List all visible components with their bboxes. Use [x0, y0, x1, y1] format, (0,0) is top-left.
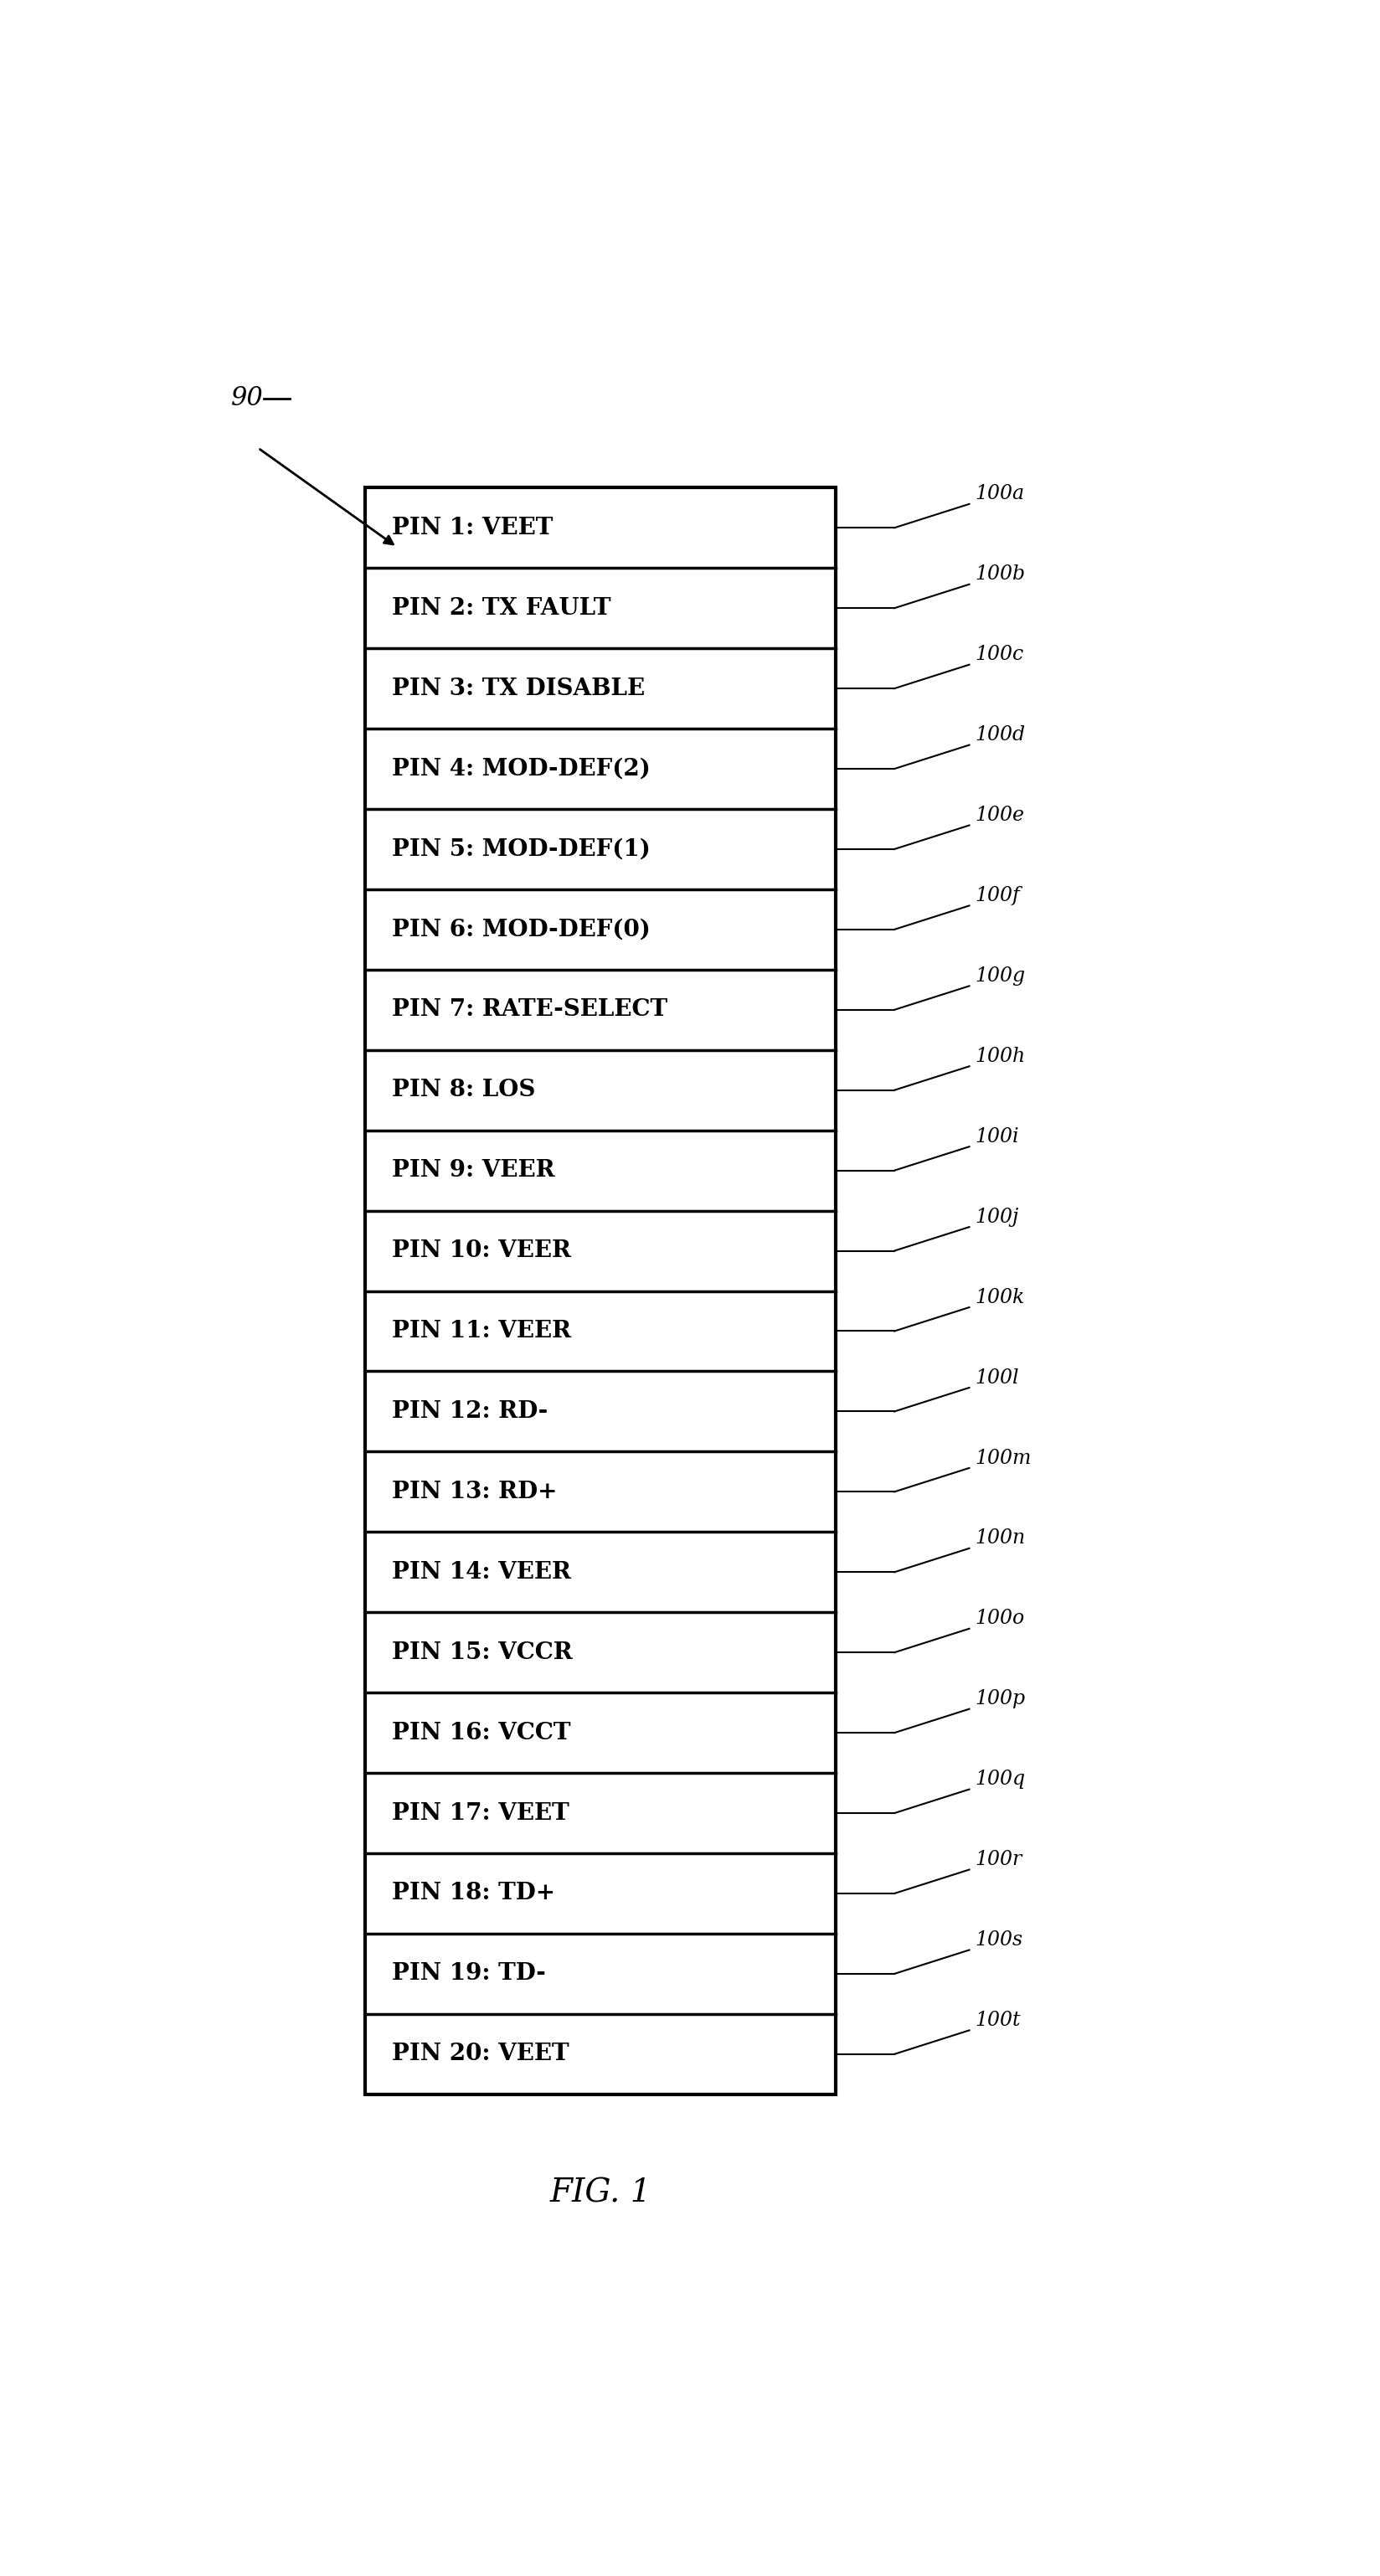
Text: PIN 5: MOD-DEF(1): PIN 5: MOD-DEF(1)	[392, 837, 650, 860]
Text: PIN 14: VEER: PIN 14: VEER	[392, 1561, 571, 1584]
Text: 100m: 100m	[974, 1448, 1031, 1468]
Text: PIN 19: TD-: PIN 19: TD-	[392, 1963, 545, 1986]
Text: PIN 2: TX FAULT: PIN 2: TX FAULT	[392, 598, 611, 618]
Text: PIN 4: MOD-DEF(2): PIN 4: MOD-DEF(2)	[392, 757, 650, 781]
Text: 100l: 100l	[974, 1368, 1018, 1388]
Text: PIN 12: RD-: PIN 12: RD-	[392, 1401, 548, 1422]
Text: PIN 6: MOD-DEF(0): PIN 6: MOD-DEF(0)	[392, 917, 650, 940]
Text: PIN 16: VCCT: PIN 16: VCCT	[392, 1721, 570, 1744]
Text: 100o: 100o	[974, 1610, 1024, 1628]
Text: PIN 11: VEER: PIN 11: VEER	[392, 1319, 571, 1342]
Text: 100e: 100e	[974, 806, 1024, 824]
Text: PIN 1: VEET: PIN 1: VEET	[392, 518, 553, 538]
Text: PIN 10: VEER: PIN 10: VEER	[392, 1239, 571, 1262]
Text: PIN 18: TD+: PIN 18: TD+	[392, 1883, 555, 1904]
Bar	[364, 487, 835, 2094]
Text: 100p: 100p	[974, 1690, 1025, 1708]
Text: PIN 13: RD+: PIN 13: RD+	[392, 1481, 558, 1504]
Text: 100d: 100d	[974, 726, 1025, 744]
Text: 100h: 100h	[974, 1046, 1025, 1066]
Text: 100t: 100t	[974, 2012, 1020, 2030]
Text: 100j: 100j	[974, 1208, 1018, 1226]
Text: 100q: 100q	[974, 1770, 1025, 1788]
Text: 100g: 100g	[974, 966, 1025, 987]
Text: 100n: 100n	[974, 1528, 1025, 1548]
Text: PIN 7: RATE-SELECT: PIN 7: RATE-SELECT	[392, 999, 668, 1020]
Text: 100a: 100a	[974, 484, 1024, 505]
Text: 90: 90	[232, 386, 264, 412]
Text: 100b: 100b	[974, 564, 1025, 585]
Text: PIN 3: TX DISABLE: PIN 3: TX DISABLE	[392, 677, 644, 701]
Text: 100r: 100r	[974, 1850, 1021, 1870]
Text: PIN 17: VEET: PIN 17: VEET	[392, 1801, 569, 1824]
Text: PIN 15: VCCR: PIN 15: VCCR	[392, 1641, 573, 1664]
Text: FIG. 1: FIG. 1	[549, 2177, 651, 2210]
Text: 100f: 100f	[974, 886, 1020, 904]
Text: 100k: 100k	[974, 1288, 1024, 1306]
Text: 100i: 100i	[974, 1128, 1018, 1146]
Text: PIN 20: VEET: PIN 20: VEET	[392, 2043, 569, 2066]
Text: PIN 9: VEER: PIN 9: VEER	[392, 1159, 555, 1182]
Text: PIN 8: LOS: PIN 8: LOS	[392, 1079, 535, 1103]
Text: 100c: 100c	[974, 644, 1024, 665]
Text: 100s: 100s	[974, 1929, 1023, 1950]
